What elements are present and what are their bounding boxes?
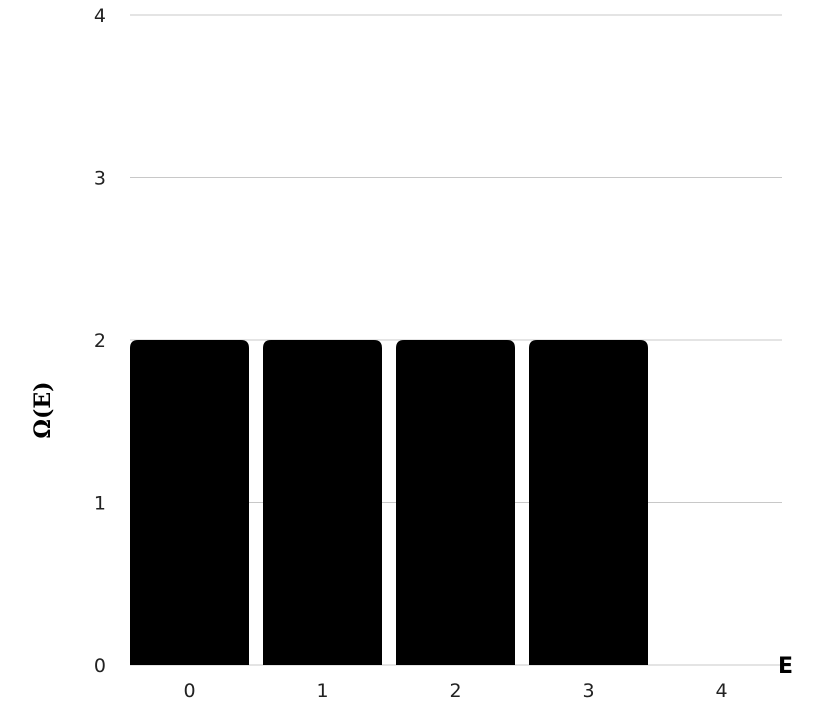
y-axis-ticks: 0 1 2 3 4: [94, 5, 106, 677]
y-tick-label: 3: [94, 168, 106, 190]
x-axis-ticks: 0 1 2 3 4: [183, 680, 727, 702]
bar-2: [396, 340, 515, 665]
x-tick-label: 1: [316, 680, 328, 702]
x-tick-label: 4: [715, 680, 727, 702]
y-tick-label: 2: [94, 330, 106, 352]
x-tick-label: 2: [449, 680, 461, 702]
y-tick-label: 4: [94, 5, 106, 27]
bars: [130, 340, 648, 665]
bar-1: [263, 340, 382, 665]
y-axis-label: Ω(E): [30, 381, 56, 438]
x-tick-label: 3: [582, 680, 594, 702]
x-tick-label: 0: [183, 680, 195, 702]
bar-0: [130, 340, 249, 665]
x-axis-label: E: [778, 654, 793, 679]
bar-3: [529, 340, 648, 665]
y-tick-label: 1: [94, 493, 106, 515]
y-tick-label: 0: [94, 655, 106, 677]
